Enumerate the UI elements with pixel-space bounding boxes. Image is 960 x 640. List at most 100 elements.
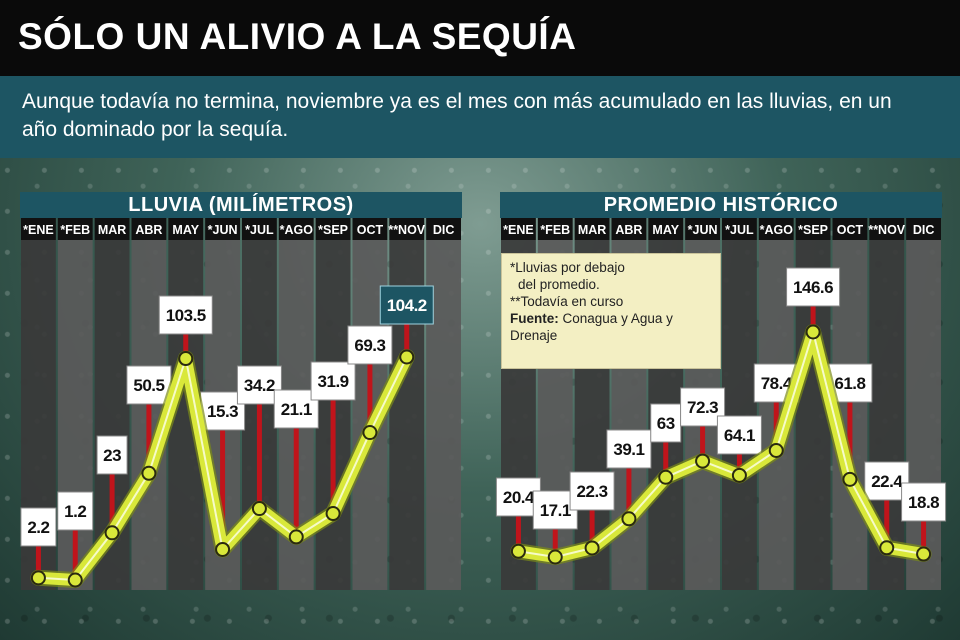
data-point xyxy=(658,469,674,485)
rainfall-chart: *ENE *FEB MAR ABR MAY *JUN *JUL *AGO *SEP OCT **NO… xyxy=(20,218,461,590)
data-point xyxy=(879,540,895,556)
rainfall-chart-title: LLUVIA (MILÍMETROS) xyxy=(20,192,462,218)
category-label: *AGO xyxy=(280,223,314,237)
value-label-box xyxy=(379,285,434,325)
category-cell xyxy=(722,218,757,240)
data-point xyxy=(621,511,637,527)
value-labels: 20.4 17.1 22.3 39.1 63 72.3 64.1 78.4 146.6 61.8 2… xyxy=(495,267,947,551)
category-label: **NOV xyxy=(388,223,425,237)
category-label: *JUN xyxy=(688,223,718,237)
page-title: SÓLO UN ALIVIO A LA SEQUÍA xyxy=(18,16,577,57)
value-label: 103.5 xyxy=(166,306,206,325)
source-label: Fuente: xyxy=(510,311,559,326)
category-cell xyxy=(352,218,388,240)
category-label: *JUN xyxy=(208,223,238,237)
value-label-box xyxy=(273,389,319,429)
category-cell xyxy=(501,218,536,240)
value-label: 20.4 xyxy=(503,488,535,507)
category-cell xyxy=(795,218,831,240)
category-cell xyxy=(906,218,941,240)
data-point xyxy=(325,506,341,522)
value-label-box xyxy=(96,435,128,475)
data-point xyxy=(731,467,747,483)
value-label: 104.2 xyxy=(387,296,427,315)
category-label: OCT xyxy=(837,223,864,237)
category-label: *FEB xyxy=(60,223,90,237)
historical-chart-panel: PROMEDIO HISTÓRICO *ENE *FEB MAR ABR MAY *JUN… xyxy=(495,192,947,590)
footnote-below-average: *Lluvias por debajo xyxy=(510,260,625,275)
value-label: 61.8 xyxy=(834,374,865,393)
data-line xyxy=(30,349,415,588)
category-label: *SEP xyxy=(318,223,348,237)
category-label: *JUL xyxy=(725,223,754,237)
value-label: 31.9 xyxy=(318,372,349,391)
category-label: MAR xyxy=(578,223,606,237)
value-label-box xyxy=(650,403,682,443)
value-label: 18.8 xyxy=(908,493,939,512)
value-label: 22.4 xyxy=(871,472,903,491)
data-point xyxy=(251,501,267,517)
value-label: 15.3 xyxy=(207,402,238,421)
data-point xyxy=(67,572,83,588)
category-cell xyxy=(57,218,93,240)
data-point xyxy=(178,351,194,367)
data-point xyxy=(215,541,231,557)
value-label: 69.3 xyxy=(354,336,385,355)
data-point xyxy=(510,543,526,559)
header: SÓLO UN ALIVIO A LA SEQUÍA xyxy=(0,0,960,76)
category-label: **NOV xyxy=(868,223,905,237)
value-label: 72.3 xyxy=(687,398,718,417)
category-label: *JUL xyxy=(245,223,274,237)
data-point xyxy=(104,525,120,541)
category-label: MAY xyxy=(172,223,199,237)
value-label-box xyxy=(606,429,652,469)
category-label: *ENE xyxy=(503,223,534,237)
category-label: *FEB xyxy=(540,223,570,237)
data-point xyxy=(30,570,46,586)
historical-chart: *ENE *FEB MAR ABR MAY *JUN *JUL *AGO *SEP OCT **NO… xyxy=(495,218,947,590)
category-cell xyxy=(21,218,56,240)
value-label-box xyxy=(901,482,947,522)
value-label: 78.4 xyxy=(761,374,793,393)
column-band xyxy=(722,240,757,590)
data-point xyxy=(805,324,821,340)
category-cell xyxy=(131,218,167,240)
category-cell xyxy=(648,218,684,240)
category-cell xyxy=(574,218,610,240)
data-point xyxy=(584,540,600,556)
subtitle-bar: Aunque todavía no termina, noviembre ya … xyxy=(0,76,960,158)
data-point xyxy=(399,349,415,365)
data-point xyxy=(141,465,157,481)
historical-chart-title: PROMEDIO HISTÓRICO xyxy=(500,192,942,218)
value-label: 39.1 xyxy=(613,440,644,459)
source-line: Fuente: Conagua y Agua y xyxy=(510,310,720,327)
category-cell xyxy=(278,218,314,240)
value-label-box xyxy=(786,267,841,307)
source-line-2: Drenaje xyxy=(510,328,558,343)
category-cell xyxy=(426,218,461,240)
category-cell xyxy=(685,218,720,240)
footnote-in-progress: **Todavía en curso xyxy=(510,294,624,309)
value-label-box xyxy=(57,491,94,531)
data-point xyxy=(842,471,858,487)
category-cell xyxy=(242,218,277,240)
value-label-box xyxy=(158,295,213,335)
value-label-box xyxy=(310,361,356,401)
category-label: DIC xyxy=(433,223,455,237)
category-label: *SEP xyxy=(798,223,828,237)
value-label: 1.2 xyxy=(64,502,86,521)
data-point xyxy=(916,546,932,562)
category-cell xyxy=(611,218,647,240)
category-label: *AGO xyxy=(760,223,794,237)
source-text: Conagua y Agua y xyxy=(562,311,673,326)
subtitle-text: Aunque todavía no termina, noviembre ya … xyxy=(22,90,892,141)
data-point xyxy=(547,549,563,565)
value-label: 34.2 xyxy=(244,376,275,395)
value-label-box xyxy=(20,507,57,547)
value-label-box xyxy=(126,365,172,405)
value-label: 23 xyxy=(103,446,121,465)
category-label: *ENE xyxy=(23,223,54,237)
category-label: ABR xyxy=(615,223,642,237)
category-label: MAR xyxy=(98,223,126,237)
rainfall-chart-panel: LLUVIA (MILÍMETROS) *ENE *FEB MAR ABR MAY *JU… xyxy=(20,192,462,590)
